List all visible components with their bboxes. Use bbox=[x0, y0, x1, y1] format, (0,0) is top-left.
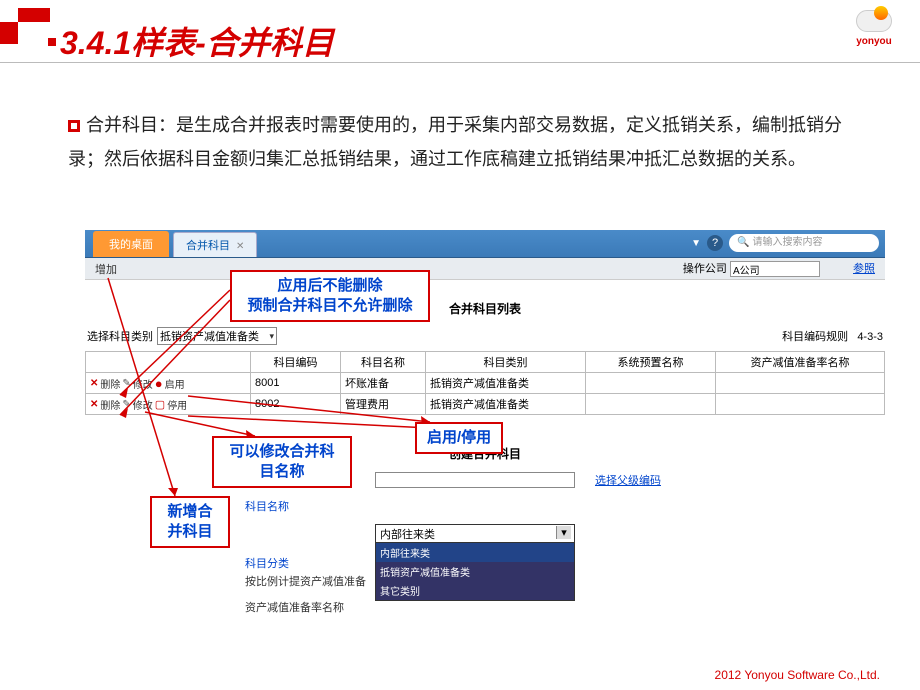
enable-button[interactable]: ●启用 bbox=[155, 376, 185, 391]
ratio-label: 按比例计提资产减值准备 bbox=[245, 573, 375, 589]
enable-icon: ● bbox=[155, 376, 163, 391]
cell-rate bbox=[716, 373, 885, 394]
cell-rate bbox=[716, 394, 885, 415]
intro-text: 合并科目：是生成合并报表时需要使用的，用于采集内部交易数据，定义抵销关系，编制抵… bbox=[68, 115, 842, 169]
edit-icon: ✎ bbox=[122, 378, 130, 389]
category-label: 选择科目类别 bbox=[87, 328, 153, 344]
table-row: ✕删除 ✎修改 ●启用 8001 坏账准备 抵销资产减值准备类 bbox=[86, 373, 885, 394]
tab-my-desktop[interactable]: 我的桌面 bbox=[93, 231, 169, 257]
th-preset: 系统预置名称 bbox=[586, 352, 716, 373]
delete-icon: ✕ bbox=[90, 399, 98, 410]
delete-button[interactable]: ✕删除 bbox=[90, 376, 120, 391]
cell-name: 管理费用 bbox=[341, 394, 426, 415]
callout-enable-disable: 启用/停用 bbox=[415, 422, 503, 454]
cell-code: 8001 bbox=[251, 373, 341, 394]
parent-code-link[interactable]: 选择父级编码 bbox=[595, 472, 661, 488]
rule-value: 4-3-3 bbox=[857, 331, 883, 343]
code-input[interactable] bbox=[375, 472, 575, 488]
callout-edit-name: 可以修改合并科目名称 bbox=[212, 436, 352, 488]
cell-name: 坏账准备 bbox=[341, 373, 426, 394]
select-option[interactable]: 内部往来类 bbox=[376, 543, 574, 562]
list-controls: 选择科目类别 抵销资产减值准备类 科目编码规则 4-3-3 bbox=[85, 327, 885, 345]
disable-icon: ▢ bbox=[155, 398, 165, 411]
delete-icon: ✕ bbox=[90, 378, 98, 389]
th-rate: 资产减值准备率名称 bbox=[716, 352, 885, 373]
bullet-icon bbox=[68, 120, 80, 132]
disable-button[interactable]: ▢停用 bbox=[155, 397, 187, 412]
cell-preset bbox=[586, 394, 716, 415]
select-option[interactable]: 抵销资产减值准备类 bbox=[376, 562, 574, 581]
th-code: 科目编码 bbox=[251, 352, 341, 373]
th-actions bbox=[86, 352, 251, 373]
list-title: 合并科目列表 bbox=[85, 300, 885, 317]
title-underline bbox=[0, 62, 920, 63]
name-label: 科目名称 bbox=[245, 498, 375, 514]
search-icon: 🔍 bbox=[737, 234, 749, 252]
table-row: ✕删除 ✎修改 ▢停用 8002 管理费用 抵销资产减值准备类 bbox=[86, 394, 885, 415]
cell-preset bbox=[586, 373, 716, 394]
footer-copyright: 2012 Yonyou Software Co.,Ltd. bbox=[715, 668, 880, 682]
merge-subject-table: 科目编码 科目名称 科目类别 系统预置名称 资产减值准备率名称 ✕删除 ✎修改 … bbox=[85, 351, 885, 415]
intro-paragraph: 合并科目：是生成合并报表时需要使用的，用于采集内部交易数据，定义抵销关系，编制抵… bbox=[68, 108, 868, 176]
callout-delete-rule: 应用后不能删除 预制合并科目不允许删除 bbox=[230, 270, 430, 322]
cell-category: 抵销资产减值准备类 bbox=[426, 373, 586, 394]
edit-icon: ✎ bbox=[122, 399, 130, 410]
logo-icon bbox=[856, 6, 892, 34]
delete-button[interactable]: ✕删除 bbox=[90, 397, 120, 412]
rate-name-label: 资产减值准备率名称 bbox=[245, 599, 375, 615]
help-icon[interactable]: ? bbox=[707, 235, 723, 251]
reference-link[interactable]: 参照 bbox=[853, 263, 875, 275]
class-select[interactable]: 内部往来类 内部往来类 抵销资产减值准备类 其它类别 bbox=[375, 524, 575, 601]
th-name: 科目名称 bbox=[341, 352, 426, 373]
add-button[interactable]: 增加 bbox=[95, 261, 117, 277]
dropdown-icon[interactable]: ▼ bbox=[691, 238, 701, 249]
company-input[interactable]: A公司 bbox=[730, 261, 820, 277]
edit-button[interactable]: ✎修改 bbox=[122, 397, 152, 412]
edit-button[interactable]: ✎修改 bbox=[122, 376, 152, 391]
callout-add-new: 新增合并科目 bbox=[150, 496, 230, 548]
cell-category: 抵销资产减值准备类 bbox=[426, 394, 586, 415]
company-label: 操作公司 bbox=[683, 263, 727, 275]
logo-text: yonyou bbox=[848, 36, 900, 47]
create-form: 科目编码 选择父级编码 科目名称 科目分类 内部往来类 内部往来类 抵销资产减值… bbox=[245, 472, 885, 615]
search-input[interactable]: 🔍 请输入搜索内容 bbox=[729, 234, 879, 252]
app-topbar: 我的桌面 合并科目✕ ▼ ? 🔍 请输入搜索内容 bbox=[85, 230, 885, 258]
tab-merge-subject[interactable]: 合并科目✕ bbox=[173, 232, 257, 257]
yonyou-logo: yonyou bbox=[848, 6, 900, 47]
category-select[interactable]: 抵销资产减值准备类 bbox=[157, 327, 277, 345]
rule-label: 科目编码规则 bbox=[782, 331, 848, 343]
class-label: 科目分类 bbox=[245, 555, 375, 571]
select-option[interactable]: 其它类别 bbox=[376, 581, 574, 600]
subbar: 增加 操作公司 A公司 参照 bbox=[85, 258, 885, 280]
close-icon[interactable]: ✕ bbox=[236, 241, 244, 252]
th-category: 科目类别 bbox=[426, 352, 586, 373]
slide-title: 3.4.1样表-合并科目 bbox=[60, 18, 334, 64]
cell-code: 8002 bbox=[251, 394, 341, 415]
